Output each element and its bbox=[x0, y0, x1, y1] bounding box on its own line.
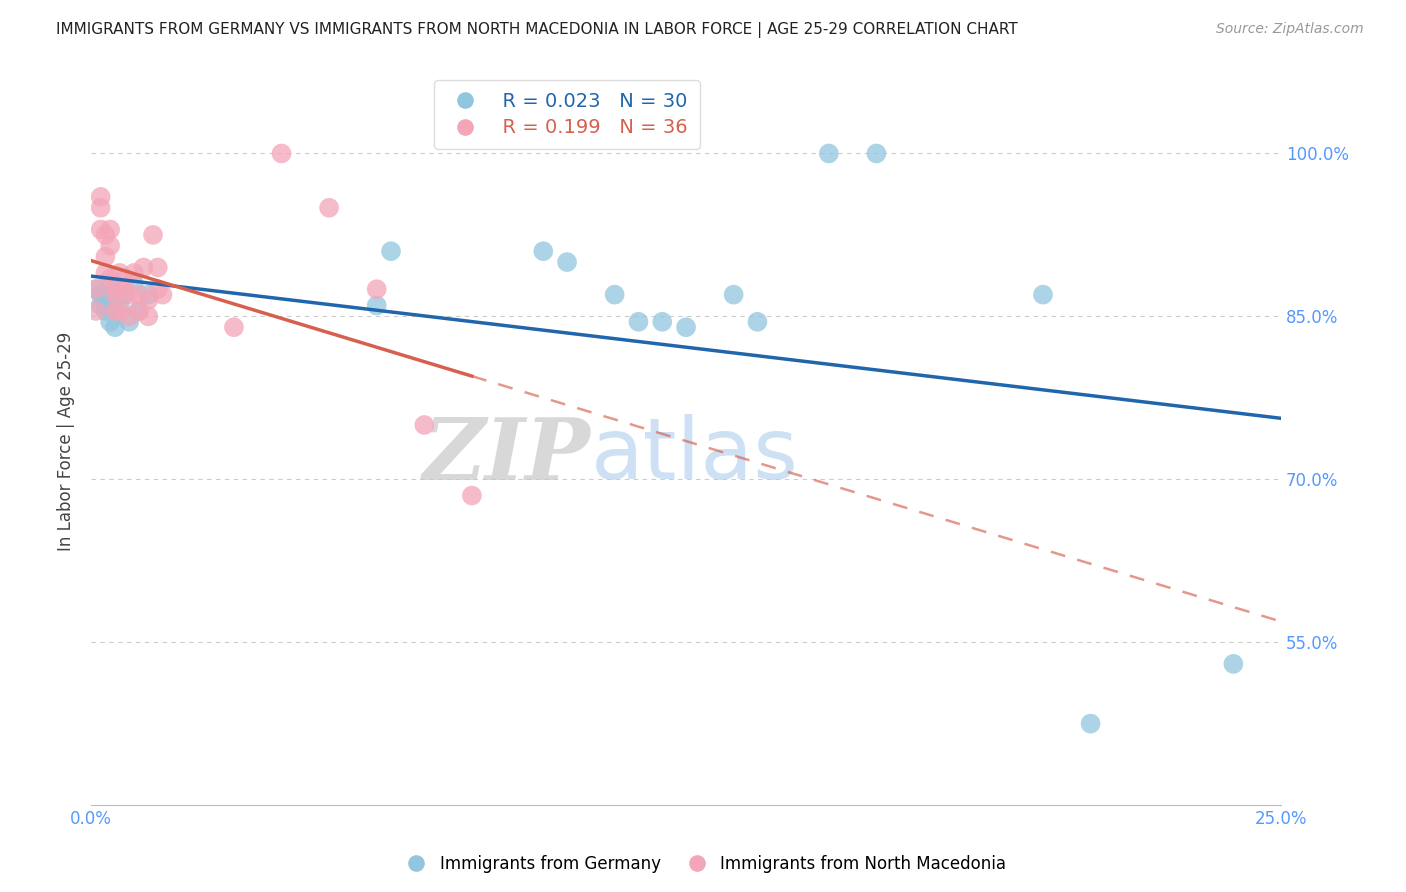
Point bbox=[90, 201, 112, 215]
Point bbox=[366, 282, 388, 296]
Point bbox=[531, 244, 554, 259]
Point bbox=[146, 260, 169, 275]
Text: IMMIGRANTS FROM GERMANY VS IMMIGRANTS FROM NORTH MACEDONIA IN LABOR FORCE | AGE : IMMIGRANTS FROM GERMANY VS IMMIGRANTS FR… bbox=[56, 22, 1018, 38]
Point bbox=[270, 146, 292, 161]
Y-axis label: In Labor Force | Age 25-29: In Labor Force | Age 25-29 bbox=[58, 332, 75, 551]
Point bbox=[128, 304, 150, 318]
Text: Source: ZipAtlas.com: Source: ZipAtlas.com bbox=[1216, 22, 1364, 37]
Point bbox=[603, 287, 626, 301]
Point bbox=[94, 293, 117, 307]
Point bbox=[104, 282, 127, 296]
Legend:   R = 0.023   N = 30,   R = 0.199   N = 36: R = 0.023 N = 30, R = 0.199 N = 36 bbox=[434, 80, 700, 149]
Point bbox=[114, 271, 136, 285]
Point bbox=[366, 298, 388, 312]
Text: atlas: atlas bbox=[591, 414, 799, 498]
Point bbox=[90, 222, 112, 236]
Point bbox=[675, 320, 697, 334]
Point bbox=[114, 282, 136, 296]
Point bbox=[136, 293, 159, 307]
Point bbox=[1080, 716, 1102, 731]
Point bbox=[108, 266, 131, 280]
Point bbox=[817, 146, 839, 161]
Point bbox=[84, 282, 107, 296]
Point bbox=[108, 304, 131, 318]
Point bbox=[865, 146, 887, 161]
Point bbox=[555, 255, 578, 269]
Point bbox=[132, 260, 155, 275]
Point bbox=[98, 222, 121, 236]
Point bbox=[222, 320, 245, 334]
Point bbox=[122, 277, 145, 291]
Point bbox=[152, 287, 174, 301]
Point bbox=[84, 304, 107, 318]
Point bbox=[747, 315, 769, 329]
Point bbox=[98, 277, 121, 291]
Point bbox=[128, 287, 150, 301]
Point bbox=[146, 282, 169, 296]
Point bbox=[118, 310, 141, 324]
Point bbox=[627, 315, 650, 329]
Point bbox=[1222, 657, 1244, 671]
Point bbox=[104, 293, 127, 307]
Point bbox=[104, 320, 127, 334]
Point bbox=[380, 244, 402, 259]
Point bbox=[118, 315, 141, 329]
Point bbox=[651, 315, 673, 329]
Point bbox=[90, 287, 112, 301]
Point bbox=[84, 282, 107, 296]
Point bbox=[142, 227, 165, 242]
Point bbox=[122, 266, 145, 280]
Point bbox=[108, 298, 131, 312]
Point bbox=[94, 304, 117, 318]
Point bbox=[128, 304, 150, 318]
Point bbox=[104, 304, 127, 318]
Point bbox=[723, 287, 745, 301]
Point bbox=[136, 310, 159, 324]
Point bbox=[114, 287, 136, 301]
Point bbox=[94, 227, 117, 242]
Point bbox=[1032, 287, 1054, 301]
Point bbox=[318, 201, 340, 215]
Legend: Immigrants from Germany, Immigrants from North Macedonia: Immigrants from Germany, Immigrants from… bbox=[392, 848, 1014, 880]
Point bbox=[98, 239, 121, 253]
Text: ZIP: ZIP bbox=[423, 414, 591, 498]
Point bbox=[104, 287, 127, 301]
Point bbox=[98, 315, 121, 329]
Point bbox=[90, 190, 112, 204]
Point bbox=[461, 489, 484, 503]
Point bbox=[413, 417, 436, 432]
Point bbox=[118, 287, 141, 301]
Point bbox=[136, 287, 159, 301]
Point bbox=[90, 298, 112, 312]
Point bbox=[98, 271, 121, 285]
Point bbox=[94, 266, 117, 280]
Point bbox=[94, 250, 117, 264]
